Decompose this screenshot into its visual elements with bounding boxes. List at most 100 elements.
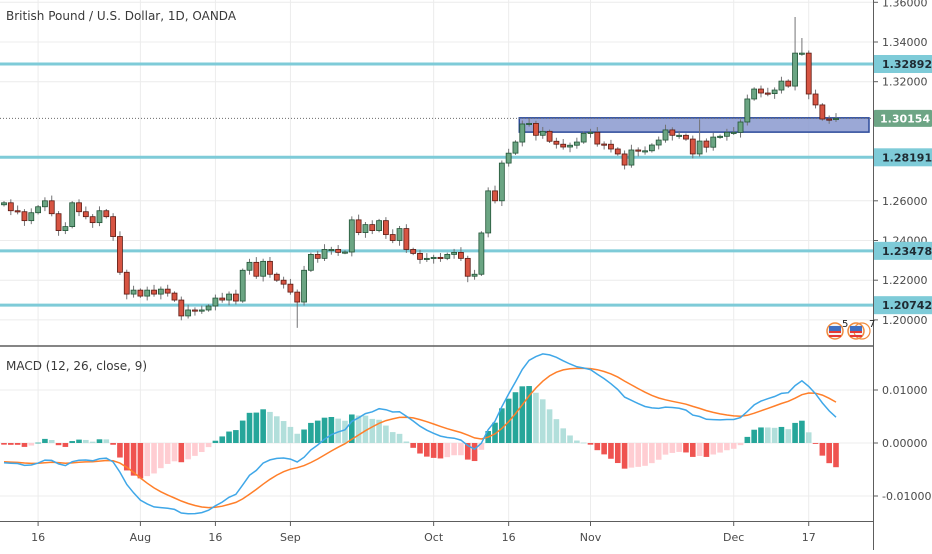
macd-histogram-bar bbox=[601, 443, 607, 455]
macd-histogram-bar bbox=[539, 399, 546, 443]
candle-body bbox=[560, 143, 567, 148]
macd-histogram-bar bbox=[144, 443, 151, 477]
candle-body bbox=[471, 273, 478, 277]
candle-body bbox=[799, 52, 805, 55]
candle-body bbox=[89, 216, 96, 224]
candle-body bbox=[533, 122, 539, 136]
candle-body bbox=[512, 141, 519, 154]
macd-histogram-bar bbox=[89, 441, 96, 443]
macd-histogram-bar bbox=[389, 432, 396, 443]
macd-histogram-bar bbox=[642, 443, 648, 466]
bearish-candle bbox=[785, 79, 792, 88]
candle-body bbox=[478, 232, 485, 275]
macd-histogram-bar bbox=[280, 421, 287, 443]
macd-series bbox=[1, 353, 839, 515]
price-tick-label: 1.36000 bbox=[882, 0, 928, 9]
chart-title[interactable]: British Pound / U.S. Dollar, 1D, OANDA bbox=[6, 9, 237, 23]
macd-histogram-bar bbox=[246, 412, 253, 443]
bullish-candle bbox=[730, 127, 737, 135]
bullish-candle bbox=[96, 206, 103, 227]
bullish-candle bbox=[717, 134, 723, 139]
bullish-candle bbox=[778, 76, 785, 94]
candle-body bbox=[260, 260, 267, 277]
macd-histogram-bar bbox=[28, 443, 35, 446]
bullish-candle bbox=[799, 38, 805, 56]
time-tick-label: 17 bbox=[802, 531, 816, 544]
time-tick-label: Dec bbox=[723, 531, 744, 544]
bearish-candle bbox=[55, 211, 62, 236]
bullish-candle bbox=[35, 205, 41, 215]
macd-histogram-bar bbox=[526, 386, 532, 443]
macd-histogram-bar bbox=[574, 440, 580, 443]
bearish-candle bbox=[117, 231, 123, 275]
bearish-candle bbox=[48, 195, 55, 217]
macd-histogram-bar bbox=[328, 416, 335, 443]
bullish-candle bbox=[526, 118, 533, 127]
candle-body bbox=[205, 305, 212, 311]
bearish-candle bbox=[171, 291, 178, 302]
candle-body bbox=[348, 219, 355, 253]
macd-histogram-bar bbox=[1, 443, 7, 445]
candle-body bbox=[226, 293, 232, 301]
support-resistance-zone[interactable] bbox=[518, 117, 870, 133]
macd-histogram-bar bbox=[758, 427, 764, 443]
macd-histogram-bar bbox=[655, 443, 662, 460]
candle-body bbox=[103, 210, 110, 218]
us-flag-event-icon[interactable] bbox=[847, 322, 871, 340]
candle-body bbox=[157, 288, 164, 295]
macd-histogram-bar bbox=[792, 422, 798, 443]
macd-histogram-bar bbox=[164, 443, 171, 464]
bullish-candle bbox=[648, 143, 655, 153]
candle-body bbox=[676, 134, 683, 137]
zone-rectangle[interactable] bbox=[518, 117, 870, 133]
candle-body bbox=[526, 122, 533, 125]
candle-body bbox=[198, 309, 205, 312]
level-label: 1.20742 bbox=[882, 299, 932, 312]
horizontal-level-lines[interactable] bbox=[0, 62, 873, 307]
bullish-candle bbox=[580, 131, 587, 144]
economic-event-flags[interactable]: 5 7 bbox=[826, 319, 875, 340]
macd-histogram-bar bbox=[478, 443, 485, 450]
bullish-candle bbox=[42, 197, 48, 212]
bearish-candle bbox=[635, 147, 642, 157]
time-axis-labels[interactable]: 16 Aug 16 Sep Oct 16 Nov Dec 17 bbox=[31, 521, 816, 544]
bearish-candle bbox=[294, 289, 301, 328]
candle-body bbox=[396, 228, 403, 241]
candle-body bbox=[573, 141, 580, 146]
macd-histogram-bar bbox=[233, 430, 239, 443]
candle-body bbox=[110, 216, 117, 237]
macd-histogram-bar bbox=[321, 417, 328, 443]
bullish-candle bbox=[1, 201, 7, 207]
bearish-candle bbox=[546, 129, 553, 143]
bullish-candle bbox=[471, 269, 478, 280]
candle-body bbox=[246, 261, 253, 271]
candle-body bbox=[546, 130, 553, 142]
macd-histogram-bar bbox=[587, 443, 594, 445]
candle-body bbox=[826, 118, 833, 121]
candle-body bbox=[307, 253, 314, 271]
bullish-candle bbox=[205, 304, 212, 312]
candle-body bbox=[696, 140, 703, 155]
candle-body bbox=[76, 202, 82, 213]
bearish-candle bbox=[608, 139, 614, 153]
macd-tick-label: 0.00000 bbox=[882, 437, 928, 450]
bullish-candle bbox=[723, 128, 730, 141]
bearish-candle bbox=[621, 150, 628, 170]
macd-histogram-bar bbox=[287, 426, 294, 443]
macd-histogram-bar bbox=[294, 433, 301, 443]
us-flag-event-icon[interactable] bbox=[826, 322, 844, 340]
bullish-candle bbox=[573, 137, 580, 149]
macd-histogram-bar bbox=[553, 419, 560, 443]
macd-title[interactable]: MACD (12, 26, close, 9) bbox=[6, 359, 147, 373]
macd-histogram-bar bbox=[628, 443, 635, 468]
candle-body bbox=[369, 224, 376, 231]
bearish-candle bbox=[110, 213, 117, 241]
candle-body bbox=[383, 220, 389, 235]
bullish-candle bbox=[751, 87, 758, 101]
candle-body bbox=[655, 139, 662, 146]
candle-body bbox=[601, 143, 608, 146]
bullish-candle bbox=[157, 286, 164, 300]
macd-histogram-bar bbox=[826, 443, 832, 464]
macd-histogram-bar bbox=[103, 439, 110, 443]
